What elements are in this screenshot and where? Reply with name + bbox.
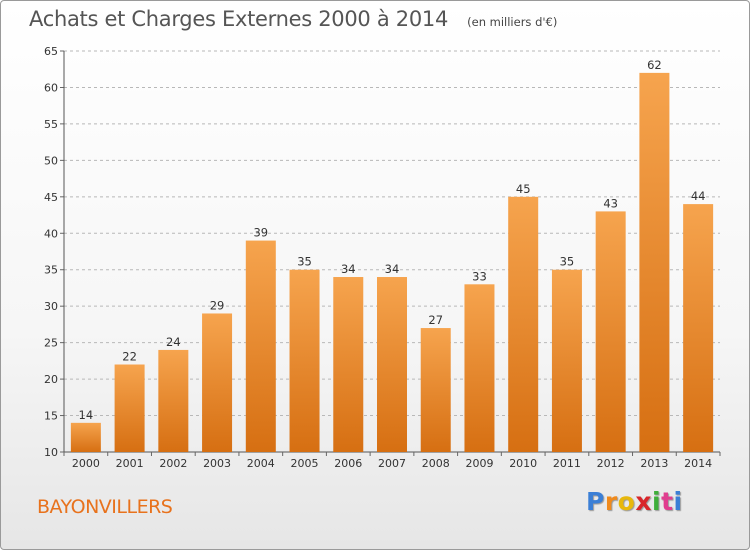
bar-2005 [289,269,320,452]
bar-2014 [683,204,714,452]
y-tick-label: 15 [44,410,58,423]
data-label-2000: 14 [79,408,94,422]
chart-title: Achats et Charges Externes 2000 à 2014 [29,7,449,31]
chart-unit: (en milliers d'€) [467,15,558,29]
x-tick-label-2006: 2006 [334,457,362,470]
bar-2006 [333,277,364,452]
data-label-2013: 62 [647,58,662,72]
brand-logo: Proxiti [586,489,683,514]
x-tick-label-2000: 2000 [72,457,100,470]
bar-2008 [420,328,451,452]
bar-2000 [70,422,101,452]
data-label-2009: 33 [472,269,487,283]
data-label-2012: 43 [603,196,618,210]
y-tick-label: 25 [44,337,58,350]
data-label-2005: 35 [297,255,312,269]
bar-2013 [639,72,670,452]
x-tick-label-2011: 2011 [553,457,581,470]
brand-letter: i [652,487,662,516]
data-label-2002: 24 [166,335,181,349]
y-tick-label: 20 [44,373,58,386]
bar-2003 [202,313,233,452]
x-tick-label-2009: 2009 [465,457,493,470]
bar-2009 [464,284,495,452]
brand-letter: o [617,487,636,516]
data-labels: 14 22 24 29 39 35 34 34 27 33 45 35 43 62 44 [79,58,706,422]
data-label-2001: 22 [122,350,137,364]
y-tick-label: 35 [44,264,58,277]
brand-letter: x [635,487,652,516]
data-label-2014: 44 [691,189,706,203]
bar-2007 [377,277,407,452]
y-tick-label: 60 [44,81,58,94]
x-tick-label-2012: 2012 [597,457,625,470]
y-tick-label: 45 [44,191,58,204]
data-label-2004: 39 [253,226,268,240]
x-tick-label-2001: 2001 [116,457,144,470]
x-tick-label-2008: 2008 [422,457,450,470]
data-label-2010: 45 [516,182,531,196]
bar-2012 [595,211,626,452]
x-tick-label-2010: 2010 [509,457,537,470]
x-tick-label-2014: 2014 [684,457,712,470]
data-label-2008: 27 [428,313,443,327]
y-tick-label: 30 [44,300,58,313]
data-label-2007: 34 [385,262,400,276]
bar-2002 [158,349,189,452]
x-tick-label-2013: 2013 [640,457,668,470]
brand-letter: r [604,487,618,516]
y-tick-label: 10 [44,446,58,459]
place-name: BAYONVILLERS [37,496,173,518]
bar-2010 [508,196,539,452]
data-label-2011: 35 [560,255,575,269]
x-tick-label-2005: 2005 [291,457,319,470]
data-label-2006: 34 [341,262,356,276]
brand-letter: t [661,487,674,516]
y-tick-label: 65 [44,45,58,58]
x-tick-label-2004: 2004 [247,457,275,470]
x-tick-label-2003: 2003 [203,457,231,470]
y-tick-label: 50 [44,154,58,167]
bar-2011 [551,269,582,452]
y-tick-label: 40 [44,227,58,240]
x-tick-label-2002: 2002 [159,457,187,470]
bar-2004 [245,240,276,452]
bar-2001 [114,364,145,452]
brand-letter: i [673,487,683,516]
y-tick-label: 55 [44,118,58,131]
title-row: Achats et Charges Externes 2000 à 2014 (… [29,7,557,31]
bars [70,72,714,452]
x-tick-label-2007: 2007 [378,457,406,470]
brand-letter: P [586,487,605,516]
data-label-2003: 29 [210,298,225,312]
